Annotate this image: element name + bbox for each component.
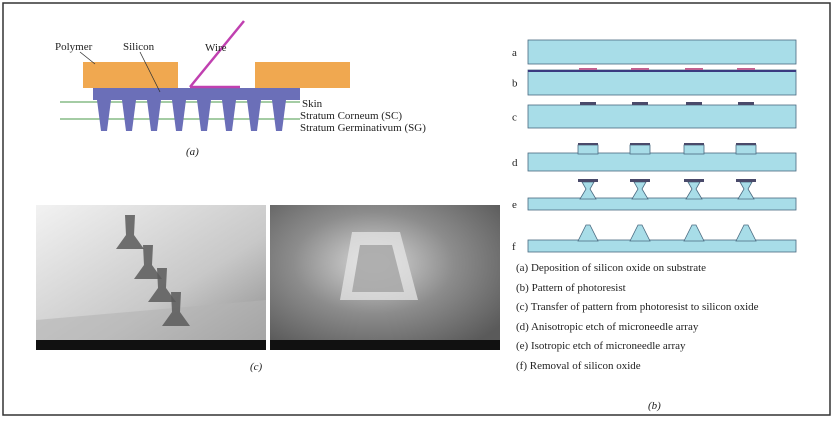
pointer bbox=[79, 51, 96, 65]
sem-images: (c) bbox=[36, 205, 500, 373]
caption: (b) bbox=[648, 400, 661, 412]
microneedle bbox=[247, 100, 261, 131]
microneedle bbox=[97, 100, 111, 131]
sem-needle bbox=[162, 292, 190, 326]
substrate bbox=[527, 197, 797, 211]
oxide-mask bbox=[580, 102, 596, 105]
microneedle bbox=[172, 100, 186, 131]
sem-needle bbox=[148, 268, 176, 302]
oxide-mask bbox=[684, 143, 704, 145]
label: Wire bbox=[205, 42, 227, 54]
needle bbox=[579, 181, 597, 200]
pillar bbox=[629, 144, 651, 155]
needle bbox=[735, 224, 757, 242]
needle bbox=[577, 224, 599, 242]
oxide-mask bbox=[632, 102, 648, 105]
sem-floor bbox=[36, 300, 266, 340]
pillar bbox=[735, 144, 757, 155]
step-text: (c) Transfer of pattern from photoresist… bbox=[516, 301, 759, 313]
step-label: f bbox=[512, 241, 516, 253]
pillar bbox=[683, 144, 705, 155]
sem-scalebar bbox=[270, 340, 500, 350]
oxide-layer bbox=[528, 70, 796, 72]
schematic-a: Polymer Silicon Wire Skin Stratum Corneu… bbox=[55, 20, 426, 158]
step-text: (f) Removal of silicon oxide bbox=[516, 359, 641, 372]
silicon-base bbox=[93, 88, 300, 100]
step-label: d bbox=[512, 157, 518, 169]
oxide-mask bbox=[736, 143, 756, 145]
step-list: (a) Deposition of silicon oxide on subst… bbox=[516, 259, 816, 376]
oxide-mask bbox=[578, 179, 598, 182]
photoresist bbox=[685, 68, 703, 71]
step-text: (d) Anisotropic etch of microneedle arra… bbox=[516, 320, 699, 333]
microneedle bbox=[147, 100, 161, 131]
substrate bbox=[527, 152, 797, 172]
process-b: a b c d e f bbox=[512, 39, 797, 253]
microneedle bbox=[122, 100, 136, 131]
label: Stratum Corneum (SC) bbox=[300, 110, 402, 122]
sem-needle bbox=[116, 215, 144, 249]
oxide-mask bbox=[738, 102, 754, 105]
step-label: a bbox=[512, 47, 517, 59]
photoresist bbox=[737, 68, 755, 71]
pillar bbox=[577, 144, 599, 155]
oxide-mask bbox=[684, 179, 704, 182]
step-label: c bbox=[512, 112, 517, 124]
wire bbox=[189, 20, 245, 88]
oxide-mask bbox=[630, 143, 650, 145]
sem-needle bbox=[134, 245, 162, 279]
oxide-mask bbox=[736, 179, 756, 182]
substrate bbox=[527, 39, 797, 65]
pointer bbox=[139, 51, 161, 93]
photoresist bbox=[631, 68, 649, 71]
step-label: b bbox=[512, 78, 518, 90]
microneedle bbox=[272, 100, 286, 131]
needle bbox=[683, 224, 705, 242]
step-text: (e) Isotropic etch of microneedle array bbox=[516, 340, 686, 352]
label: Skin bbox=[302, 98, 323, 110]
caption: (a) bbox=[186, 146, 199, 158]
microneedle bbox=[197, 100, 211, 131]
needle bbox=[737, 181, 755, 200]
label: Stratum Germinativum (SG) bbox=[300, 122, 426, 134]
caption: (c) bbox=[250, 361, 263, 373]
frame bbox=[2, 2, 831, 416]
step-label: e bbox=[512, 199, 517, 211]
polymer-block bbox=[255, 62, 350, 88]
oxide-mask bbox=[578, 143, 598, 145]
substrate bbox=[527, 69, 797, 96]
oxide-mask bbox=[686, 102, 702, 105]
needle bbox=[685, 181, 703, 200]
sem-scalebar bbox=[36, 340, 266, 350]
oxide-mask bbox=[630, 179, 650, 182]
step-text: (b) Pattern of photoresist bbox=[516, 281, 626, 294]
step-text: (a) Deposition of silicon oxide on subst… bbox=[516, 262, 707, 274]
needle bbox=[631, 181, 649, 200]
label: Polymer bbox=[55, 41, 93, 53]
needle bbox=[629, 224, 651, 242]
polymer-block bbox=[83, 62, 178, 88]
substrate bbox=[527, 104, 797, 129]
microneedle bbox=[222, 100, 236, 131]
photoresist bbox=[579, 68, 597, 71]
substrate bbox=[527, 239, 797, 253]
label: Silicon bbox=[123, 41, 155, 53]
sem-pit bbox=[352, 245, 404, 292]
